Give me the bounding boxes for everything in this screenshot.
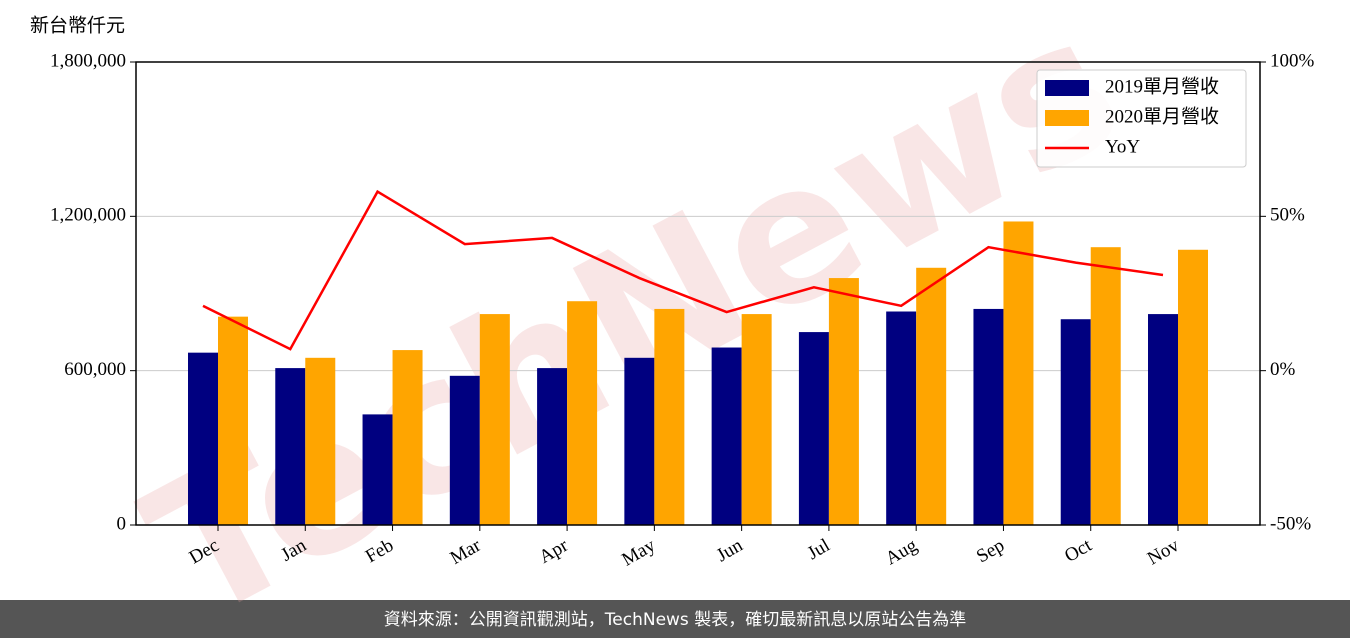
bar	[392, 350, 423, 525]
x-tick-label: Nov	[1144, 535, 1183, 570]
bar	[218, 316, 248, 525]
y2-tick-label: 100%	[1270, 50, 1315, 71]
legend-swatch	[1045, 80, 1089, 96]
bar	[973, 308, 1004, 525]
bar	[1178, 249, 1208, 525]
footer-bar	[0, 600, 1350, 638]
bar	[567, 301, 598, 525]
bar	[449, 375, 480, 525]
bar	[362, 414, 393, 525]
x-tick-label: Apr	[536, 535, 573, 568]
bar	[479, 314, 510, 525]
legend-label: 2019單月營收	[1105, 75, 1219, 97]
bar	[624, 357, 655, 525]
bar	[188, 352, 218, 525]
x-tick-label: May	[618, 535, 659, 571]
bar	[1090, 247, 1121, 525]
bar	[828, 278, 859, 525]
bar	[1148, 314, 1178, 525]
bar	[654, 308, 685, 525]
y2-tick-label: -50%	[1270, 513, 1311, 534]
y-tick-label: 600,000	[64, 359, 126, 380]
bar	[741, 314, 772, 525]
bar	[1060, 319, 1091, 525]
bar	[1003, 221, 1034, 525]
y-tick-label: 1,800,000	[50, 50, 126, 71]
legend-box	[1036, 69, 1247, 168]
bar	[537, 368, 568, 525]
bar	[798, 332, 829, 525]
x-tick-label: Oct	[1061, 535, 1096, 567]
x-tick-label: Jul	[804, 535, 834, 564]
bar	[916, 267, 947, 525]
x-tick-label: Jun	[713, 535, 747, 567]
legend-swatch	[1045, 110, 1089, 126]
y-axis-label: 新台幣仟元	[30, 14, 125, 36]
x-tick-label: Sep	[973, 535, 1008, 567]
x-tick-label: Aug	[882, 535, 921, 570]
bar	[275, 368, 306, 525]
bar	[886, 311, 917, 525]
y-tick-label: 1,200,000	[50, 205, 126, 226]
legend-label: YoY	[1105, 136, 1140, 157]
legend: 2019單月營收 2020單月營收 YoY	[1036, 69, 1247, 168]
y-tick-label: 0	[117, 513, 127, 534]
footer-text: 資料來源：公開資訊觀測站，TechNews 製表，確切最新訊息以原站公告為準	[384, 610, 966, 630]
line	[202, 189, 1164, 351]
y2-tick-label: 50%	[1270, 205, 1305, 226]
bar	[305, 357, 336, 525]
plot-frame	[135, 61, 1261, 526]
y2-tick-label: 0%	[1270, 359, 1296, 380]
legend-label: 2020單月營收	[1105, 105, 1219, 127]
bar	[711, 347, 742, 525]
